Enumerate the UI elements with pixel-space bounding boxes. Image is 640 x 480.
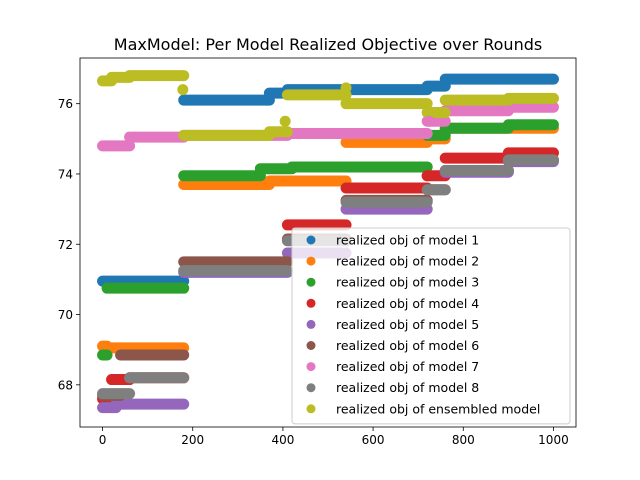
legend-label-9: realized obj of ensembled model [336, 401, 540, 416]
legend-marker-1 [306, 235, 316, 245]
data-point-4 [423, 115, 435, 127]
x-tick-label: 200 [181, 433, 204, 447]
legend-label-8: realized obj of model 8 [336, 380, 479, 395]
data-point-1 [177, 84, 189, 96]
x-axis: 0 200 400 600 800 1000 [99, 427, 569, 447]
y-tick-label: 76 [58, 97, 73, 111]
legend: realized obj of model 1 realized obj of m… [291, 227, 571, 425]
legend-marker-4 [306, 298, 316, 308]
legend-marker-7 [306, 362, 316, 372]
data-point-3 [340, 82, 352, 94]
x-tick-label: 400 [271, 433, 294, 447]
series-9 [97, 70, 559, 141]
chart-title: MaxModel: Per Model Realized Objective o… [114, 35, 542, 54]
y-axis: 68 70 72 74 76 [58, 97, 80, 392]
legend-box [291, 227, 571, 425]
x-tick-label: 800 [452, 433, 475, 447]
x-tick-label: 0 [99, 433, 107, 447]
data-point-5 [421, 170, 433, 182]
x-tick-label: 600 [362, 433, 385, 447]
legend-label-2: realized obj of model 2 [336, 254, 479, 269]
plot-frame [79, 57, 577, 428]
data-point-2 [279, 115, 291, 127]
legend-marker-2 [306, 256, 316, 266]
y-tick-label: 68 [58, 378, 73, 392]
legend-label-5: realized obj of model 5 [336, 317, 479, 332]
legend-marker-3 [306, 277, 316, 287]
legend-marker-9 [306, 404, 316, 414]
y-tick-label: 74 [58, 167, 73, 181]
legend-label-7: realized obj of model 7 [336, 359, 479, 374]
legend-label-3: realized obj of model 3 [336, 275, 479, 290]
legend-label-1: realized obj of model 1 [336, 233, 479, 248]
series-3 [97, 119, 559, 361]
y-tick-label: 70 [58, 308, 73, 322]
legend-marker-8 [306, 383, 316, 393]
legend-marker-6 [306, 341, 316, 350]
legend-marker-5 [306, 319, 316, 329]
legend-label-4: realized obj of model 4 [336, 296, 479, 311]
y-tick-label: 72 [58, 238, 73, 252]
x-tick-label: 1000 [538, 433, 569, 447]
plot-area [97, 70, 559, 414]
legend-label-6: realized obj of model 6 [336, 338, 479, 353]
